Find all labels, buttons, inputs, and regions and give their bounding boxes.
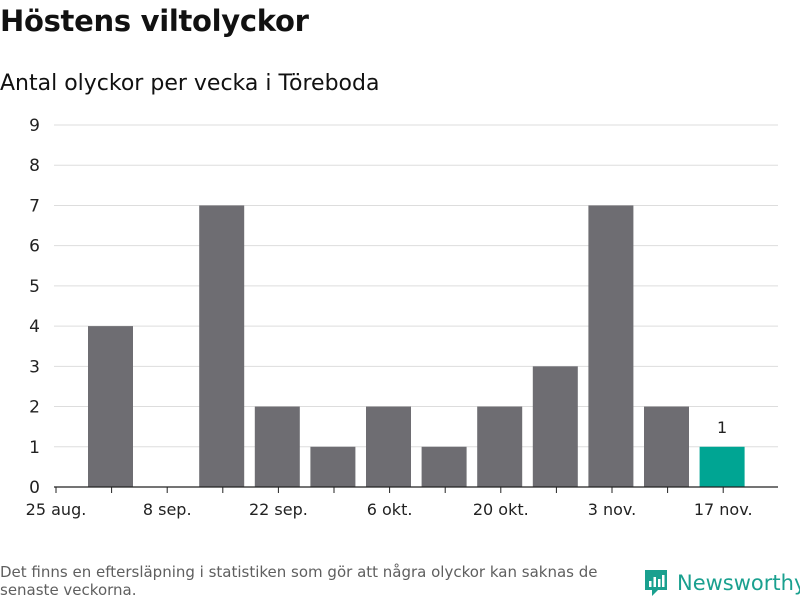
newsworthy-logo-icon bbox=[645, 570, 667, 596]
y-tick-label: 3 bbox=[29, 357, 40, 377]
footnote: Det finns en eftersläpning i statistiken… bbox=[0, 563, 598, 599]
bar bbox=[366, 406, 411, 487]
bar bbox=[477, 406, 523, 487]
bar bbox=[421, 446, 467, 487]
x-tick-label: 3 nov. bbox=[588, 500, 637, 519]
bar bbox=[254, 406, 300, 487]
x-tick-label: 25 aug. bbox=[26, 500, 87, 519]
bar bbox=[88, 326, 133, 487]
brand-name: Newsworthy bbox=[677, 571, 800, 595]
y-tick-label: 5 bbox=[29, 277, 40, 297]
y-tick-label: 0 bbox=[29, 478, 40, 498]
bar bbox=[199, 205, 245, 487]
chart-subtitle: Antal olyckor per vecka i Töreboda bbox=[0, 71, 380, 96]
bar bbox=[310, 446, 356, 487]
y-tick-label: 2 bbox=[29, 398, 40, 418]
bar bbox=[588, 205, 634, 487]
brand-logo[interactable]: Newsworthy bbox=[643, 568, 800, 598]
y-tick-label: 4 bbox=[29, 317, 40, 337]
bar bbox=[532, 366, 578, 487]
y-tick-label: 6 bbox=[29, 237, 40, 257]
x-tick-label: 17 nov. bbox=[694, 500, 753, 519]
x-tick-label: 20 okt. bbox=[473, 500, 529, 519]
y-tick-label: 1 bbox=[29, 438, 40, 458]
x-tick-label: 22 sep. bbox=[249, 500, 308, 519]
x-tick-label: 8 sep. bbox=[143, 500, 192, 519]
data-label: 1 bbox=[717, 418, 727, 437]
x-tick-label: 6 okt. bbox=[367, 500, 413, 519]
bar-chart: 0 1 2 3 4 5 6 7 8 9 1 25 aug. 8 sep. 22 sep. 6 okt. 20 … bbox=[26, 116, 778, 519]
y-tick-label: 8 bbox=[29, 156, 40, 176]
bar bbox=[644, 406, 689, 487]
chart-title: Höstens viltolyckor bbox=[0, 4, 309, 38]
y-tick-label: 9 bbox=[29, 116, 40, 136]
bar bbox=[699, 446, 745, 487]
y-tick-label: 7 bbox=[29, 196, 40, 216]
